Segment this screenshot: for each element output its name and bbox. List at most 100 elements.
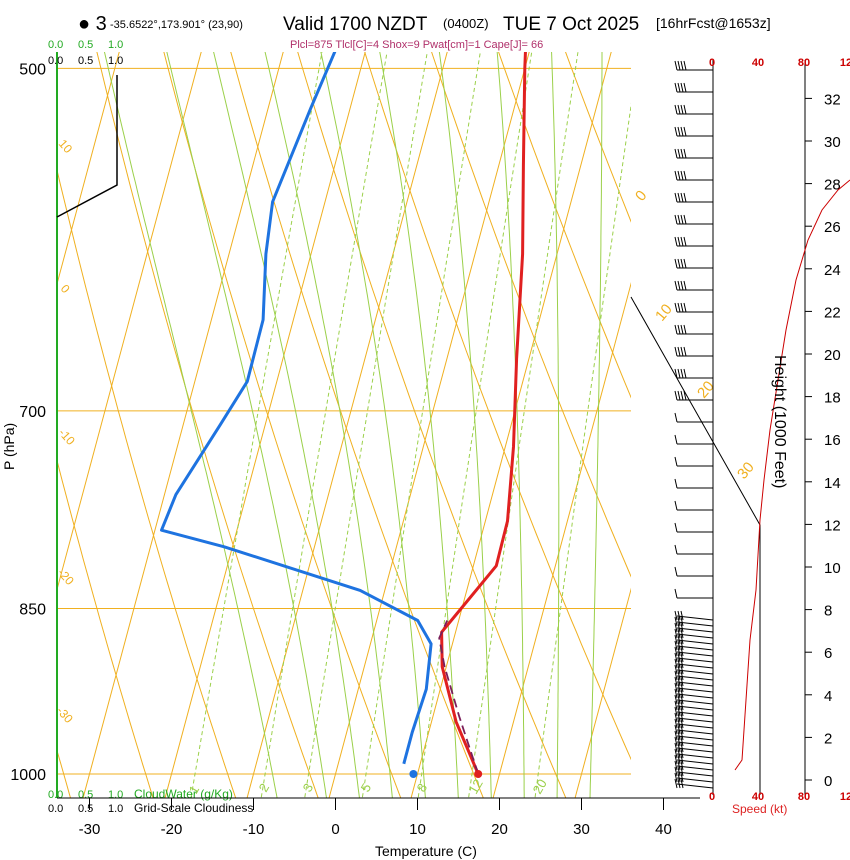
isotherm-label: 10 (652, 301, 676, 325)
wind-barb (676, 693, 714, 699)
pressure-tick-label: 500 (19, 61, 46, 78)
dry-adiabat-line (498, 52, 631, 399)
wind-barb-flag (677, 60, 681, 71)
wind-barb-flag (674, 766, 678, 777)
wind-barb-flag (674, 772, 678, 783)
wind-barb-flag (677, 324, 681, 335)
cloudwater-tick-bottom: 0.0 (48, 789, 63, 801)
wind-barb-flag (680, 682, 684, 693)
mixing-ratio-line (190, 52, 323, 798)
wind-barb (676, 633, 714, 639)
wind-barb-flag (680, 82, 684, 93)
wind-barb-flag (674, 126, 678, 137)
wind-barb-flag (680, 390, 684, 401)
wind-barb-flag (677, 712, 681, 723)
cloudwater-tick-top: 1.0 (108, 39, 123, 51)
wind-barb-flag (677, 82, 681, 93)
wind-barb (676, 747, 714, 753)
wind-barb-flag (680, 148, 684, 159)
height-tick-label: 12 (824, 517, 841, 534)
wind-barb-flag (674, 544, 678, 555)
mixing-ratio-label: 12 (466, 776, 486, 796)
wind-barb-flag (680, 718, 684, 729)
wind-barb-flag (683, 390, 687, 401)
wind-barb-flag (674, 712, 678, 723)
wind-barb-flag (674, 500, 678, 511)
speed-tick-top: 80 (798, 57, 810, 69)
wind-barb-flag (680, 324, 684, 335)
wind-barb-flag (677, 192, 681, 203)
dry-adiabat-line (57, 167, 237, 798)
moist-adiabat-line (589, 52, 603, 798)
dry-adiabat-line (431, 52, 631, 578)
height-tick-label: 14 (824, 475, 841, 492)
isotherm-lines (57, 52, 631, 798)
cloudiness-label: Grid-Scale Cloudiness (134, 801, 253, 815)
wind-barb-flag (680, 622, 684, 633)
wind-barb (676, 729, 714, 735)
dry-adiabat-label: 10 (56, 137, 76, 157)
wind-barb-flag (680, 170, 684, 181)
wind-barb-flag (677, 280, 681, 291)
height-tick-label: 26 (824, 219, 841, 236)
wind-barb-flag (680, 712, 684, 723)
wind-barb-flag (677, 688, 681, 699)
wind-barb-flag (677, 390, 681, 401)
height-tick-label: 16 (824, 432, 841, 449)
wind-barb-flag (674, 236, 678, 247)
cloudiness-tick-top: 0.0 (48, 55, 63, 67)
isotherm-line (574, 587, 631, 798)
y-axis-label: P (hPa) (1, 423, 17, 470)
wind-barb-flag (683, 280, 687, 291)
mixing-ratio-label: 5 (358, 781, 375, 795)
wind-barb-flag (677, 736, 681, 747)
dry-adiabat-label: 0 (58, 282, 73, 297)
wind-barb-flag (680, 730, 684, 741)
wind-barb-flag (674, 754, 678, 765)
wind-barb-flag (680, 706, 684, 717)
wind-barb-flag (680, 670, 684, 681)
wind-barb (676, 723, 714, 729)
wind-barb-flag (674, 522, 678, 533)
height-tick-label: 18 (824, 390, 841, 407)
wind-barb-flag (674, 302, 678, 313)
moist-adiabat-line (213, 52, 360, 798)
wind-barb-flag (680, 646, 684, 657)
wind-barb-flag (680, 60, 684, 71)
wind-barb-flag (683, 192, 687, 203)
height-tick-label: 6 (824, 645, 832, 662)
station-marker: ● 3 (78, 13, 107, 35)
wind-barb-flag (683, 214, 687, 225)
wind-barb-flag (680, 700, 684, 711)
speed-tick-top: 0 (709, 57, 715, 69)
moist-adiabat-line (103, 52, 278, 798)
wind-barb-flag (680, 258, 684, 269)
wind-barb-flag (677, 622, 681, 633)
stability-indices: Plcl=875 Tlcl[C]=4 Shox=9 Pwat[cm]=1 Cap… (290, 39, 543, 51)
wind-barb-flag (683, 104, 687, 115)
height-tick-label: 0 (824, 773, 832, 790)
wind-barb-flag (674, 456, 678, 467)
wind-barb-flag (674, 616, 678, 627)
wind-barb-flag (677, 664, 681, 675)
wind-barb-flag (680, 214, 684, 225)
isotherm-line (57, 52, 202, 592)
wind-barb-flag (677, 214, 681, 225)
dry-adiabat-line (163, 52, 402, 798)
temperature-tick-label: 40 (655, 821, 672, 838)
pressure-tick-label: 700 (19, 404, 46, 421)
wind-barb (676, 771, 714, 777)
moist-adiabat-line (438, 52, 492, 798)
wind-barb-flag (677, 610, 681, 621)
wind-barb-flag (677, 760, 681, 771)
isotherm-label: 20 (694, 378, 718, 402)
wind-barb-flag (683, 346, 687, 357)
wind-barb-flag (680, 778, 684, 789)
height-tick-label: 4 (824, 688, 832, 705)
wind-barb-flag (674, 610, 678, 621)
dry-adiabat-line (448, 0, 850, 804)
height-tick-label: 28 (824, 177, 841, 194)
wind-barb-flag (683, 126, 687, 137)
wind-barb-flag (677, 682, 681, 693)
wind-barb-flag (674, 676, 678, 687)
